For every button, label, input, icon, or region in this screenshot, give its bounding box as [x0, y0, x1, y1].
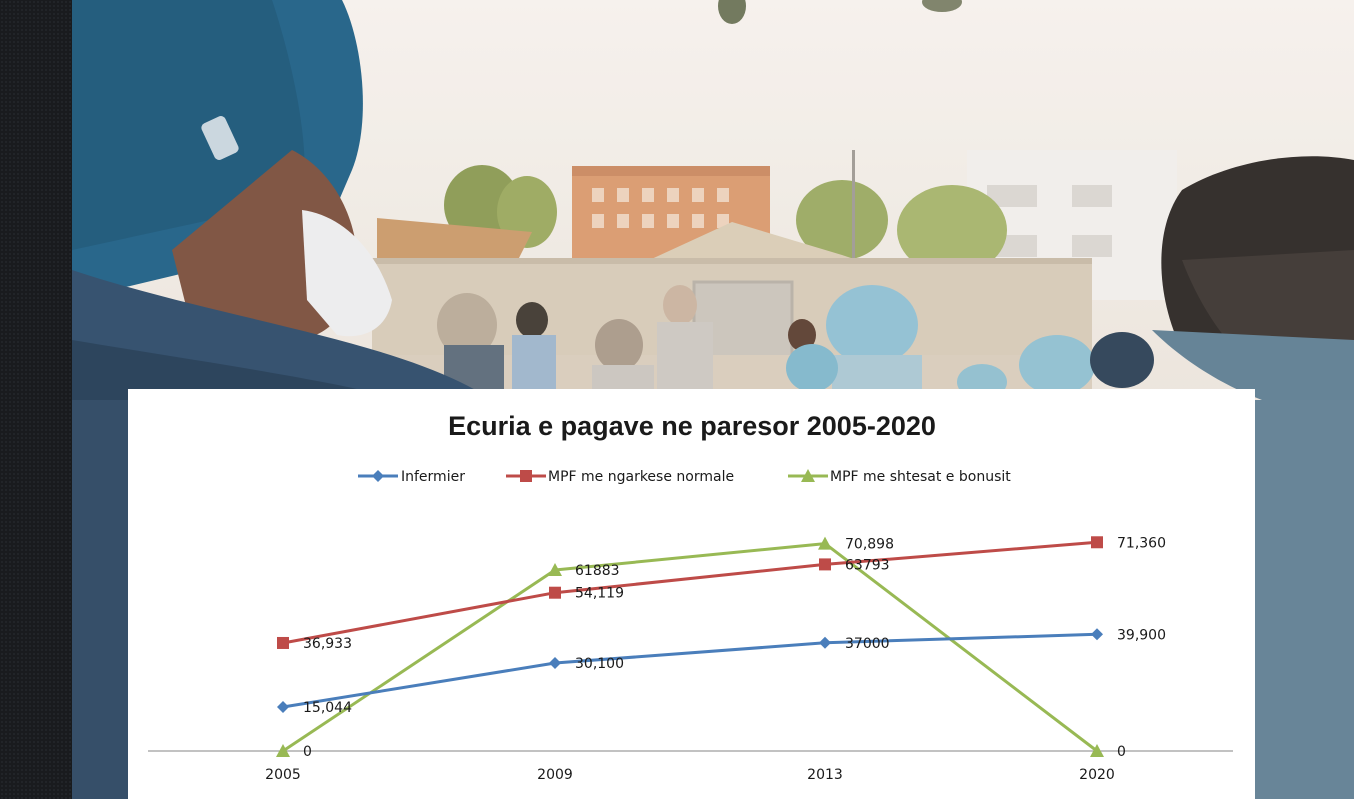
data-label: 71,360: [1117, 535, 1166, 551]
data-point-triangle: [1090, 744, 1104, 757]
legend-marker-diamond: [372, 470, 384, 482]
data-label: 70,898: [845, 537, 894, 553]
data-label: 39,900: [1117, 627, 1166, 643]
legend-label: MPF me ngarkese normale: [548, 469, 734, 485]
data-label: 0: [303, 744, 312, 760]
x-tick-label: 2005: [265, 767, 301, 783]
data-point-square: [819, 558, 831, 571]
legend: Infermier MPF me ngarkese normale MPF me…: [358, 469, 1011, 485]
data-point-diamond: [1091, 628, 1103, 641]
data-label: 61883: [575, 563, 620, 579]
data-label: 54,119: [575, 586, 624, 602]
data-label: 63793: [845, 557, 890, 573]
legend-item-mpf-bonus: MPF me shtesat e bonusit: [788, 469, 1011, 485]
data-label: 15,044: [303, 700, 352, 716]
data-point-square: [549, 586, 561, 599]
data-point-triangle: [548, 562, 562, 576]
data-point-diamond: [819, 636, 831, 649]
series-line-square: [282, 540, 1098, 645]
x-tick-label: 2009: [537, 767, 573, 783]
data-label: 36,933: [303, 636, 352, 652]
legend-label: Infermier: [401, 469, 465, 485]
data-point-diamond: [549, 656, 561, 669]
legend-item-infermier: Infermier: [358, 469, 465, 485]
x-tick-label: 2020: [1079, 767, 1115, 783]
chart-panel: Ecuria e pagave ne paresor 2005-2020 Inf…: [128, 389, 1255, 799]
data-point-triangle: [276, 744, 290, 757]
legend-item-mpf-normal: MPF me ngarkese normale: [506, 469, 734, 485]
data-point-square: [1091, 536, 1103, 549]
data-point-square: [277, 636, 289, 649]
dark-side-strip: [0, 0, 72, 799]
data-label: 30,100: [575, 656, 624, 672]
data-label: 0: [1117, 744, 1126, 760]
legend-label: MPF me shtesat e bonusit: [830, 469, 1011, 485]
line-chart: Ecuria e pagave ne paresor 2005-2020 Inf…: [148, 411, 1233, 783]
legend-marker-triangle: [801, 469, 815, 482]
series-line-diamond: [282, 632, 1098, 709]
series-line-triangle: [282, 542, 1098, 753]
chart-title: Ecuria e pagave ne paresor 2005-2020: [448, 411, 936, 441]
x-tick-label: 2013: [807, 767, 843, 783]
data-label: 37000: [845, 636, 890, 652]
data-point-diamond: [277, 700, 289, 713]
legend-marker-square: [520, 470, 532, 482]
data-point-triangle: [818, 536, 832, 550]
